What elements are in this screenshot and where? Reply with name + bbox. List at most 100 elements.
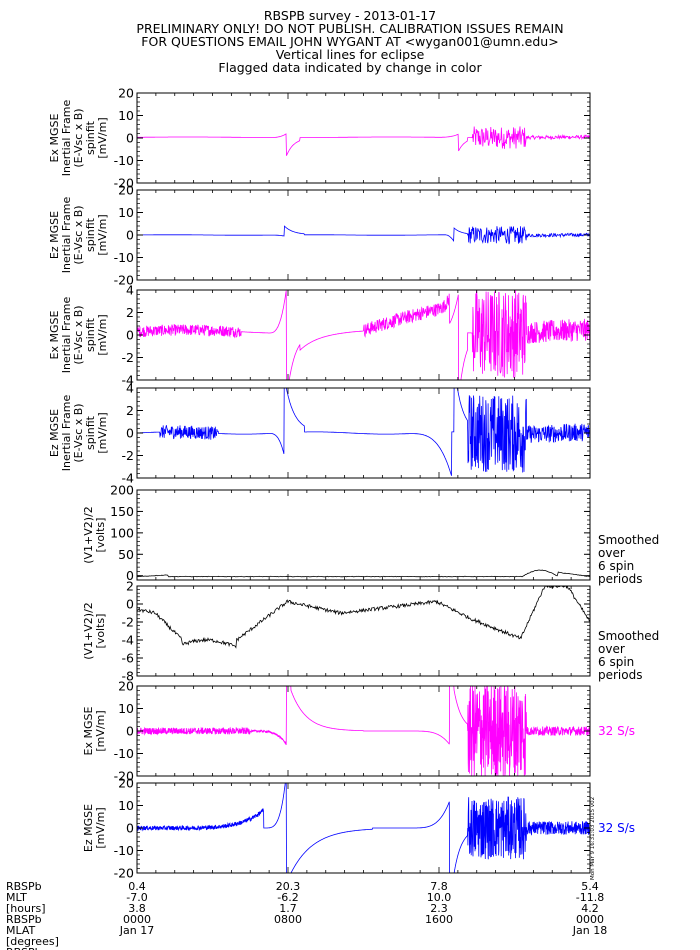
y-tick-label: -8 [122,669,135,684]
y-axis-label: Ex MGSE [48,113,61,162]
y-axis-label: (E-Vsc x B) [72,305,85,364]
y-tick-label: -2 [122,615,134,630]
right-annotation: periods [598,668,642,682]
y-axis-label: Inertial Frame [60,197,73,274]
y-axis-label: spinfit [84,317,97,352]
right-annotation: over [598,642,625,656]
right-annotation: over [598,546,625,560]
y-tick-label: -10 [114,746,134,761]
y-tick-label: 10 [118,701,134,716]
y-axis-label: Ez MGSE [82,804,95,852]
y-tick-label: -20 [114,176,134,191]
y-tick-label: 10 [118,798,134,813]
y-axis-label: Inertial Frame [60,100,73,177]
right-annotation: 32 S/s [598,821,635,835]
right-annotation: Smoothed [598,629,659,643]
y-axis-label: (E-Vsc x B) [72,205,85,264]
ephemeris-row-label: [hours] [6,902,46,915]
ephemeris-row-label: RBSPb [6,946,42,950]
y-axis-label: [mV/m] [96,412,109,453]
series-line-8 [137,783,590,873]
y-tick-label: 2 [126,403,134,418]
header-flag-note: Flagged data indicated by change in colo… [218,60,482,75]
y-axis-label: [mV/m] [96,314,109,355]
panel-frame-5 [136,489,591,581]
y-tick-label: 150 [110,504,134,519]
y-tick-label: 0 [126,568,134,583]
header-eclipse-note: Vertical lines for eclipse [275,47,425,62]
x-tick-hours: 1.7 [279,902,297,915]
y-tick-label: 0 [126,724,134,739]
y-axis-label: [mV/m] [94,807,107,848]
y-tick-label: 200 [110,483,134,498]
version-stamp: Mon Mar 9 16:31:03 2015 v02 [590,796,596,880]
y-tick-label: 10 [118,205,134,220]
ephemeris-row-label: MLAT [6,924,36,937]
plot-header: RBSPB survey - 2013-01-17 PRELIMINARY ON… [0,9,700,74]
x-tick-hours: 2.3 [430,902,448,915]
x-tick-mlt: -6.2 [277,891,298,904]
y-tick-label: 20 [118,679,134,694]
y-axis-label: (E-Vsc x B) [72,108,85,167]
y-tick-label: 4 [126,283,134,298]
y-axis-label: spinfit [84,415,97,450]
x-tick-rbspb: 0.4 [128,880,146,893]
right-annotation: 32 S/s [598,724,635,738]
x-tick-time: 0000 [576,913,604,926]
ephemeris-row-label: RBSPb [6,880,42,893]
right-annotation: 6 spin [598,559,634,573]
y-tick-label: 0 [126,597,134,612]
header-contact: FOR QUESTIONS EMAIL JOHN WYGANT AT <wyga… [141,34,559,49]
y-axis-label: Ex MGSE [82,706,95,755]
x-tick-date: Jan 17 [119,924,154,937]
panel-6: 2 0 -2 -4 -6 -8 (V1+V2)/2 [volts] Smoothedover6 … [82,579,659,684]
y-tick-label: 0 [126,228,134,243]
x-tick-mlt: -7.0 [126,891,147,904]
ephemeris-row-label: MLT [6,891,27,904]
y-tick-label: -20 [114,769,134,784]
y-tick-label: 20 [118,86,134,101]
x-tick-rbspb: 5.4 [581,880,599,893]
right-annotation: Smoothed [598,533,659,547]
y-tick-label: 0 [126,426,134,441]
y-tick-label: 20 [118,776,134,791]
y-axis-label: Inertial Frame [60,395,73,472]
series-line-1 [137,126,590,156]
right-annotation: periods [598,572,642,586]
y-axis-label: Ez MGSE [48,211,61,259]
y-tick-label: 0 [126,131,134,146]
y-tick-label: 50 [118,547,134,562]
series-line-6 [137,586,590,649]
panel-frame-6 [136,585,591,677]
y-axis-label: [mV/m] [96,117,109,158]
y-tick-label: 10 [118,108,134,123]
y-tick-label: -4 [122,471,135,486]
y-tick-label: -6 [122,651,135,666]
series-line-5 [137,569,590,578]
y-tick-label: 0 [126,328,134,343]
y-axis-label: (E-Vsc x B) [72,403,85,462]
y-tick-label: -10 [114,843,134,858]
panel-4: 4 2 0 -2 -4 Ez MGSE Inertial Frame (E-Vsc x B) s… [48,381,591,486]
panel-7: 20 10 0 -10 -20 Ex MGSE [mV/m] 32 S/s [82,679,635,784]
y-tick-label: -20 [114,866,134,881]
panel-3: 4 2 0 -2 -4 Ex MGSE Inertial Frame (E-Vsc x B) s… [48,283,591,388]
y-axis-label: Inertial Frame [60,297,73,374]
y-axis-label: Ez MGSE [48,409,61,457]
header-title: RBSPB survey - 2013-01-17 [263,8,437,23]
x-tick-rbspb: 20.3 [276,880,301,893]
y-tick-label: -4 [122,373,135,388]
right-annotation: 6 spin [598,655,634,669]
panel-2: 20 10 0 -10 -20 Ez MGSE Inertial Frame (E-Vsc x… [48,183,591,288]
y-tick-label: -10 [114,250,134,265]
x-tick-rbspb: 7.8 [430,880,448,893]
x-tick-time: 0800 [274,913,302,926]
x-tick-time: 1600 [425,913,453,926]
y-tick-label: 20 [118,183,134,198]
panel-8: 20 10 0 -10 -20 Ez MGSE [mV/m] 32 S/s [82,776,635,881]
y-tick-label: -2 [122,350,134,365]
y-tick-label: -4 [122,633,135,648]
panel-frame-1 [136,92,591,184]
x-tick-time: 0000 [123,913,151,926]
header-warning: PRELIMINARY ONLY! DO NOT PUBLISH. CALIBR… [136,21,564,36]
